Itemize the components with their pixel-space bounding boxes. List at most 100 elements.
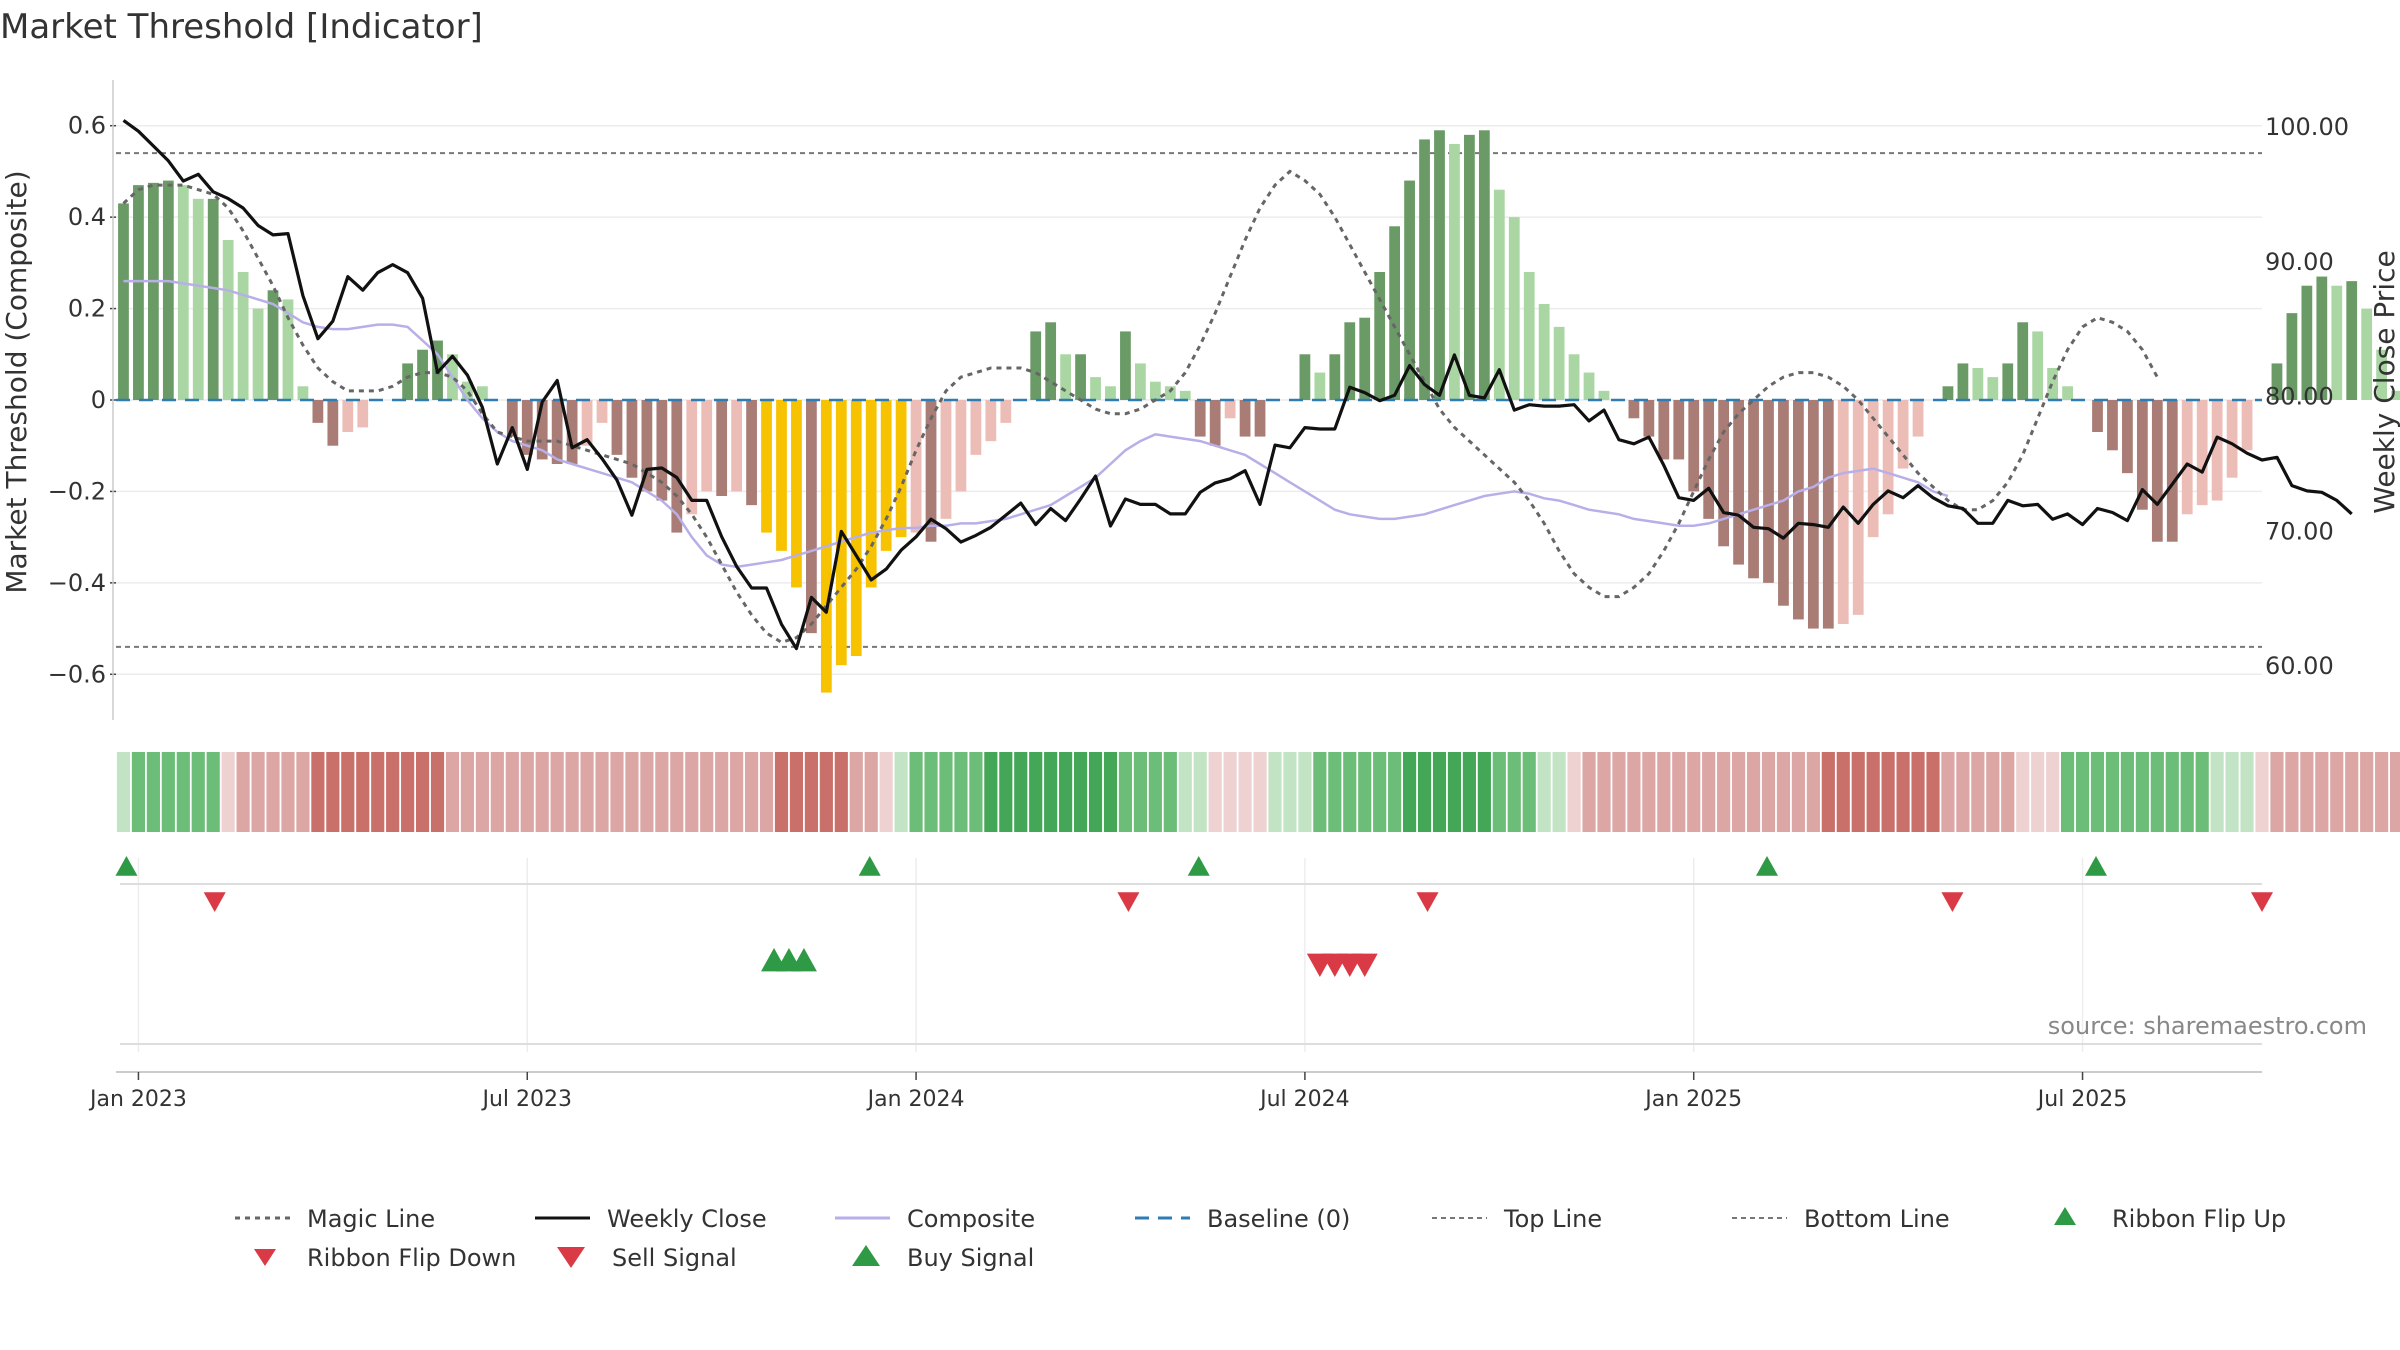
composite-bar xyxy=(551,400,563,464)
ribbon-cell xyxy=(939,752,953,832)
ribbon-cell xyxy=(625,752,639,832)
right-axis: 100.00 90.00 80.00 70.00 60.00 xyxy=(2265,113,2349,680)
composite-bar xyxy=(1000,400,1012,423)
ribbon-cell xyxy=(1567,752,1581,832)
magic-line xyxy=(122,169,2159,644)
composite-bar xyxy=(2047,368,2059,400)
ribbon-cell xyxy=(1687,752,1701,832)
ribbon-cell xyxy=(2031,752,2045,832)
ribbon-cell xyxy=(2255,752,2269,832)
composite-bar xyxy=(746,400,757,506)
ribbon-cell xyxy=(2285,752,2299,832)
ribbon-cell xyxy=(2150,752,2164,832)
right-tick-label: 60.00 xyxy=(2265,652,2334,680)
chart-title: Market Threshold [Indicator] xyxy=(0,7,483,47)
composite-bar xyxy=(282,299,294,400)
composite-bar xyxy=(2107,400,2118,451)
ribbon-cell xyxy=(1717,752,1731,832)
composite-bar xyxy=(1897,400,1909,469)
ribbon-cell xyxy=(1552,752,1566,832)
composite-bar xyxy=(925,400,937,542)
ribbon-cell xyxy=(1283,752,1297,832)
ribbon-cell xyxy=(909,752,923,832)
composite-bar xyxy=(716,400,728,496)
left-tick-label: 0 xyxy=(91,386,106,414)
ribbon-cell xyxy=(1298,752,1312,832)
composite-bar xyxy=(1224,400,1236,419)
composite-bar xyxy=(2062,386,2073,400)
composite-bar xyxy=(297,386,309,400)
composite-bar xyxy=(2331,285,2343,400)
ribbon-cell xyxy=(744,752,759,832)
ribbon-cell xyxy=(1791,752,1805,832)
ribbon-cell xyxy=(1388,752,1402,832)
x-axis: Jan 2023 Jul 2023 Jan 2024 Jul 2024 Jan 2025… xyxy=(88,1072,2127,1112)
composite-bar xyxy=(2376,349,2388,400)
ribbon-cell xyxy=(715,752,729,832)
ribbon-cell xyxy=(326,752,340,832)
ribbon-cell xyxy=(1627,752,1641,832)
reference-lines xyxy=(116,152,2262,648)
composite-bar xyxy=(312,400,324,423)
ribbon-cell xyxy=(2390,752,2400,832)
x-tick-label: Jul 2024 xyxy=(1258,1087,1350,1112)
composite-bar xyxy=(1389,226,1401,400)
composite-bar xyxy=(1179,390,1191,400)
buy-signal-marker xyxy=(790,948,817,972)
x-tick-label: Jan 2023 xyxy=(88,1087,187,1112)
right-tick-label: 90.00 xyxy=(2265,248,2334,276)
ribbon-cell xyxy=(1821,752,1835,832)
composite-bar xyxy=(177,185,189,400)
ribbon-cell xyxy=(819,752,833,832)
ribbon-flip-down-marker xyxy=(1416,892,1439,912)
ribbon-cell xyxy=(2075,752,2090,832)
composite-bar xyxy=(1643,400,1655,437)
ribbon-cell xyxy=(1896,752,1910,832)
composite-bar xyxy=(2211,400,2223,501)
weekly-close-line xyxy=(122,119,2353,651)
composite-bar xyxy=(2361,308,2373,400)
composite-bar xyxy=(1523,272,1535,400)
legend-label: Bottom Line xyxy=(1804,1205,1950,1233)
ribbon-cell xyxy=(1492,752,1506,832)
legend-swatch-buy-icon xyxy=(852,1245,880,1266)
ribbon-cell xyxy=(146,752,160,832)
ribbon-cell xyxy=(864,752,878,832)
composite-bar xyxy=(2241,400,2253,451)
composite-bar xyxy=(357,400,369,428)
ribbon-cell xyxy=(969,752,983,832)
ribbon-cell xyxy=(2240,752,2254,832)
composite-bar xyxy=(1583,372,1595,400)
composite-bar xyxy=(1120,331,1131,400)
composite-bar xyxy=(985,400,997,442)
left-tick-label: −0.6 xyxy=(48,660,106,688)
composite-bar xyxy=(1538,304,1550,400)
composite-bar xyxy=(895,400,907,538)
ribbon-cell xyxy=(565,752,579,832)
ribbon-cell xyxy=(460,752,475,832)
ribbon-cell xyxy=(401,752,415,832)
composite-bar xyxy=(1045,322,1057,400)
ribbon-cell xyxy=(2225,752,2239,832)
composite-bar xyxy=(1299,354,1311,400)
ribbon-cell xyxy=(1238,752,1252,832)
sell-signal-marker xyxy=(1351,953,1378,977)
composite-bar xyxy=(2017,322,2029,400)
ribbon-cell xyxy=(221,752,235,832)
composite-bar xyxy=(1060,354,1072,400)
composite-bar xyxy=(1194,400,1206,437)
composite-bar xyxy=(1972,368,1984,400)
left-axis-label: Market Threshold (Composite) xyxy=(0,170,33,593)
composite-bar xyxy=(2391,390,2400,400)
ribbon-cell xyxy=(1044,752,1058,832)
composite-bar xyxy=(671,400,683,533)
source-note: source: sharemaestro.com xyxy=(2048,1012,2367,1040)
composite-bar xyxy=(1688,400,1700,492)
composite-bar xyxy=(1568,354,1580,400)
ribbon-cell xyxy=(1657,752,1671,832)
ribbon-cell xyxy=(1866,752,1880,832)
composite-bar xyxy=(1718,400,1730,547)
composite-bars xyxy=(118,130,2400,693)
ribbon-cell xyxy=(430,752,445,832)
composite-bar xyxy=(1942,386,1954,400)
